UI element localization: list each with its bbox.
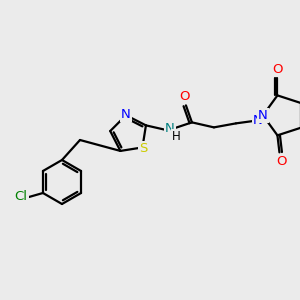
Text: O: O — [272, 63, 283, 76]
Text: O: O — [276, 155, 287, 168]
Text: H: H — [172, 130, 180, 143]
Text: S: S — [139, 142, 148, 155]
Text: N: N — [165, 122, 175, 135]
Text: Cl: Cl — [14, 190, 27, 203]
Text: N: N — [258, 109, 268, 122]
Text: O: O — [180, 90, 190, 103]
Text: N: N — [121, 108, 131, 121]
Text: N: N — [253, 114, 263, 127]
